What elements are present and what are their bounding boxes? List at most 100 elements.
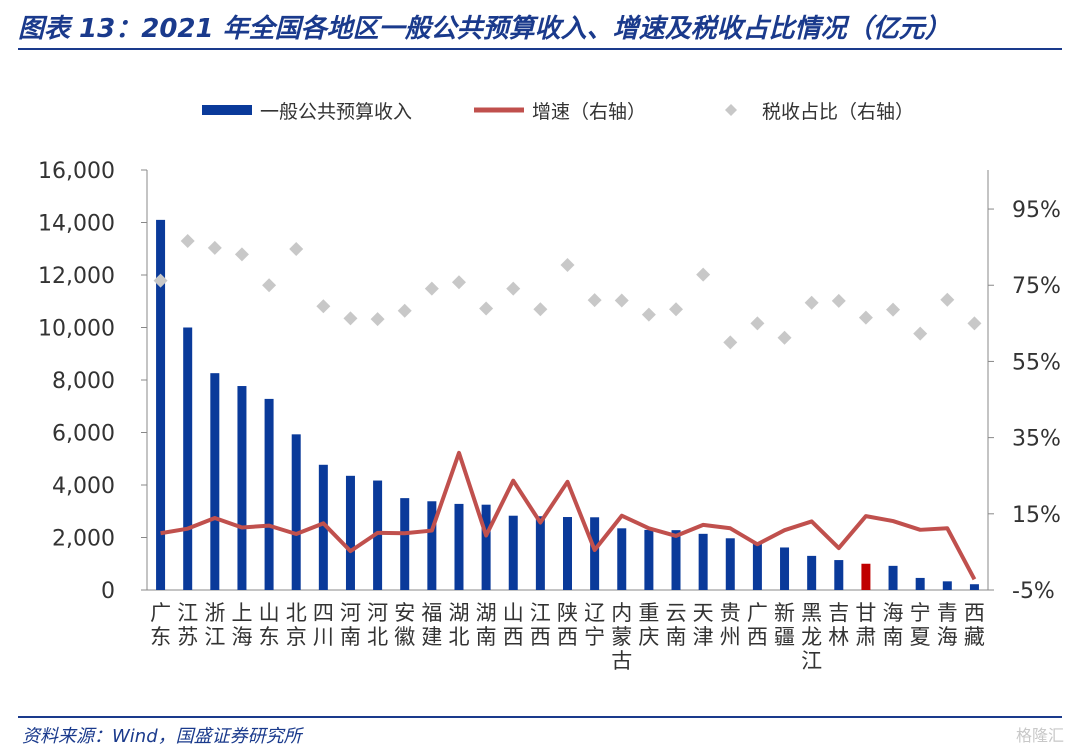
left-tick-label: 2,000 <box>52 527 115 552</box>
bar <box>318 464 328 590</box>
x-tick-label: 青海 <box>937 601 958 649</box>
bar <box>264 398 274 590</box>
bar <box>752 542 762 590</box>
tax-share-point <box>424 281 439 296</box>
footer-rule <box>18 716 1062 718</box>
chart-title: 图表 13：2021 年全国各地区一般公共预算收入、增速及税收占比情况（亿元） <box>18 14 951 44</box>
tax-share-point <box>696 267 711 282</box>
bar <box>807 555 817 590</box>
left-tick-label: 0 <box>101 579 115 604</box>
x-tick-label: 贵州 <box>720 601 741 649</box>
bar <box>942 581 952 590</box>
tax-share-point <box>234 247 249 262</box>
bar <box>183 327 193 590</box>
title-rule <box>18 48 1062 50</box>
watermark: 格隆汇 <box>1015 726 1064 745</box>
x-tick-label: 辽宁 <box>584 601 605 649</box>
x-tick-label: 山西 <box>503 601 524 649</box>
tax-share-point <box>886 302 901 317</box>
tax-share-point <box>858 310 873 325</box>
bar <box>888 565 898 590</box>
tax-share-point <box>587 293 602 308</box>
left-tick-label: 12,000 <box>38 264 115 289</box>
x-tick-label: 西藏 <box>964 601 985 649</box>
tax-share-point <box>940 292 955 307</box>
bar <box>481 504 491 590</box>
x-tick-label: 河北 <box>367 601 388 649</box>
bar <box>454 503 464 590</box>
bar <box>915 577 925 590</box>
bar <box>590 517 600 590</box>
bar <box>861 563 871 590</box>
tax-share-point <box>451 275 466 290</box>
tax-share-point <box>397 303 412 318</box>
x-tick-label: 北京 <box>286 601 307 649</box>
left-tick-label: 4,000 <box>52 474 115 499</box>
bar <box>780 547 790 590</box>
x-tick-label: 江西 <box>530 601 551 649</box>
right-tick-label: 75% <box>1012 274 1061 299</box>
x-tick-label: 湖南 <box>476 601 497 649</box>
growth-line <box>160 450 977 581</box>
x-tick-label: 安徽 <box>394 601 415 649</box>
tax-share-point <box>343 311 358 326</box>
tax-share-point <box>479 301 494 316</box>
tax-share-point <box>669 302 684 317</box>
tax-share-point <box>831 293 846 308</box>
bar <box>427 501 437 590</box>
bar <box>617 528 627 590</box>
x-tick-label: 甘肃 <box>855 601 876 649</box>
tax-share-point <box>641 307 656 322</box>
tax-share-point <box>777 330 792 345</box>
legend-label-scatter: 税收占比（右轴） <box>762 101 914 123</box>
legend-label-line: 增速（右轴） <box>532 101 646 123</box>
axes: 0 2,000 4,000 6,000 8,000 10,000 12,000 14,000 1… <box>38 159 1061 604</box>
bar <box>508 515 518 590</box>
bar <box>725 538 735 590</box>
tax-share-point <box>180 234 195 249</box>
x-tick-label: 黑龙江 <box>801 601 822 673</box>
x-tick-label: 江苏 <box>177 601 198 649</box>
tax-share-point <box>262 278 277 293</box>
x-tick-label: 陕西 <box>557 601 578 649</box>
x-tick-label: 云南 <box>666 601 687 649</box>
x-tick-label: 广东 <box>150 601 171 649</box>
bar <box>834 560 844 590</box>
bar <box>156 219 166 590</box>
left-tick-label: 14,000 <box>38 212 115 237</box>
legend-swatch-scatter <box>725 104 737 116</box>
right-tick-label: 55% <box>1012 350 1061 375</box>
x-tick-label: 宁夏 <box>910 601 931 649</box>
x-tick-labels: 广东江苏浙江上海山东北京四川河南河北安徽福建湖北湖南山西江西陕西辽宁内蒙古重庆云… <box>150 601 985 673</box>
tax-share-point <box>506 281 521 296</box>
x-tick-label: 上海 <box>231 601 252 649</box>
right-tick-label: 95% <box>1012 198 1061 223</box>
right-tick-label: 35% <box>1012 427 1061 452</box>
x-tick-label: 福建 <box>421 601 442 649</box>
bar <box>644 529 654 590</box>
bar <box>671 530 681 590</box>
tax-share-point <box>967 316 982 331</box>
tax-share-point <box>289 242 304 257</box>
tax-share-point <box>913 326 928 341</box>
left-tick-label: 6,000 <box>52 422 115 447</box>
x-tick-label: 重庆 <box>638 601 659 649</box>
legend-swatch-bar <box>202 105 252 115</box>
bar <box>291 434 301 590</box>
bar <box>969 584 979 590</box>
tax-share-point <box>560 258 575 273</box>
x-tick-label: 天津 <box>693 601 714 649</box>
x-tick-label: 海南 <box>883 601 904 649</box>
tax-share-point <box>370 312 385 327</box>
bar <box>237 386 247 590</box>
source-note: 资料来源：Wind，国盛证券研究所 <box>22 726 302 747</box>
bar <box>535 516 545 590</box>
x-tick-label: 山东 <box>259 601 280 649</box>
tax-share-point <box>614 293 629 308</box>
tax-share-point <box>804 295 819 310</box>
tax-share-points <box>153 234 982 350</box>
tax-share-point <box>316 299 331 314</box>
legend: 一般公共预算收入 增速（右轴） 税收占比（右轴） <box>202 101 914 123</box>
x-tick-label: 河南 <box>340 601 361 649</box>
